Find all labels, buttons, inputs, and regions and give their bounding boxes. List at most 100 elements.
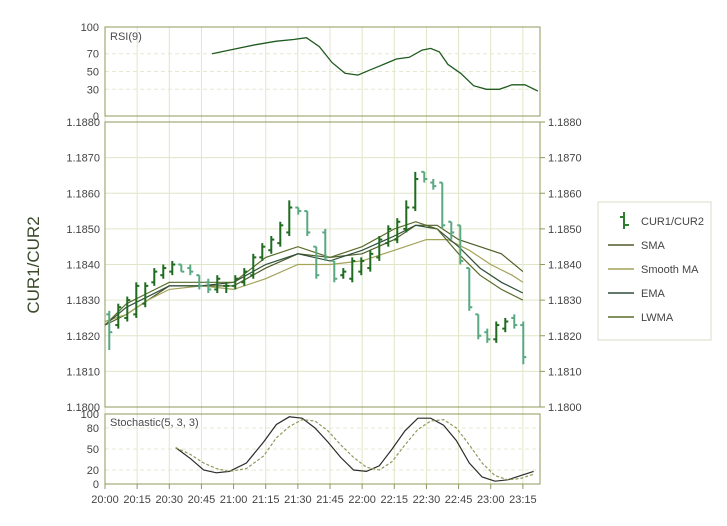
price-tick-label-left: 1.1860 [66, 188, 100, 200]
time-tick-label: 20:15 [123, 494, 151, 506]
stochastic-d-line [175, 418, 534, 481]
ohlc-bar-layer [106, 170, 527, 365]
ohlc-bar-up [142, 282, 149, 308]
ohlc-bar-up [286, 200, 293, 236]
legend-label: SMA [641, 240, 666, 252]
ohlc-bar-up [394, 218, 401, 244]
ma-line-smooth-ma [104, 239, 524, 323]
moving-average-layer [104, 221, 524, 326]
price-tick-label-left: 1.1870 [66, 153, 100, 165]
price-tick-label-left: 1.1880 [66, 117, 100, 129]
legend-label: CUR1/CUR2 [641, 216, 704, 228]
time-tick-label: 22:00 [348, 494, 376, 506]
ohlc-bar-up [268, 236, 275, 254]
price-tick-label-left: 1.1800 [66, 402, 100, 414]
ohlc-bar-up [124, 296, 131, 322]
indicator-tick-label: 70 [87, 49, 99, 61]
price-tick-label-right: 1.1870 [548, 153, 582, 165]
ohlc-bar-up [223, 282, 230, 293]
ohlc-bar-up [259, 243, 266, 261]
ohlc-bar-up [340, 268, 347, 279]
indicator-tick-label: 50 [87, 67, 99, 79]
ohlc-bar-down [520, 321, 527, 365]
price-tick-label-left: 1.1850 [66, 224, 100, 236]
legend: CUR1/CUR2 SMA Smooth MA EMA LWMA [597, 201, 712, 341]
ohlc-bar-up [160, 264, 167, 279]
ma-line-lwma [104, 221, 524, 326]
legend-label: EMA [641, 288, 666, 300]
ohlc-bar-up [502, 317, 509, 333]
time-tick-label: 20:30 [156, 494, 184, 506]
price-tick-label-right: 1.1860 [548, 188, 582, 200]
ohlc-bar-up [403, 200, 410, 233]
time-tick-label: 21:30 [284, 494, 312, 506]
ohlc-bar-down [475, 313, 482, 340]
ohlc-bar-up [241, 268, 248, 286]
price-tick-label-right: 1.1850 [548, 224, 582, 236]
stochastic-panel-frame [104, 413, 541, 485]
ohlc-bar-up [169, 260, 176, 276]
ohlc-bar-down [178, 263, 185, 273]
indicator-tick-label: 30 [87, 84, 99, 96]
price-tick-label-right: 1.1830 [548, 295, 582, 307]
time-tick-label: 22:45 [445, 494, 473, 506]
ohlc-bar-up [412, 171, 419, 212]
ohlc-bar-up [232, 275, 239, 290]
ohlc-bar-down [187, 264, 194, 276]
legend-entry-cur1-cur2: CUR1/CUR2 [620, 212, 704, 229]
ohlc-bar-down [439, 181, 446, 229]
time-tick-label: 21:00 [220, 494, 248, 506]
stochastic-title: Stochastic(5, 3, 3) [110, 417, 199, 429]
ohlc-bar-down [205, 278, 212, 293]
ohlc-bar-up [214, 275, 221, 293]
ohlc-bar-up [367, 250, 374, 272]
ohlc-bar-up [349, 257, 356, 283]
price-panel-frame [104, 121, 541, 408]
ohlc-bar-up [115, 303, 122, 329]
time-tick-label: 20:00 [91, 494, 119, 506]
tick-label-layer: 20:00 20:15 20:30 20:45 21:00 21:15 21:30 21:45… [66, 22, 581, 506]
ohlc-bar-down [448, 220, 455, 240]
rsi-line [211, 37, 539, 92]
legend-entry-smooth-ma: Smooth MA [608, 264, 699, 276]
stochastic-k-line [175, 416, 534, 482]
time-tick-label: 23:00 [477, 494, 505, 506]
indicator-tick-label: 100 [81, 22, 99, 34]
legend-entry-lwma: LWMA [608, 312, 674, 324]
ohlc-bar-down [313, 245, 320, 279]
price-tick-label-left: 1.1820 [66, 331, 100, 343]
time-tick-label: 22:30 [413, 494, 441, 506]
ohlc-bar-down [421, 170, 428, 183]
ma-line-ema [104, 224, 524, 326]
rsi-title: RSI(9) [110, 31, 142, 43]
y-axis-title: CUR1/CUR2 [24, 216, 43, 313]
price-tick-label-right: 1.1810 [548, 366, 582, 378]
ohlc-bar-up [277, 221, 284, 247]
time-tick-label: 20:45 [188, 494, 216, 506]
panel-frames [104, 26, 541, 485]
indicator-tick-label: 80 [87, 423, 99, 435]
stochastic-layer [175, 416, 534, 482]
indicator-tick-label: 50 [87, 444, 99, 456]
ohlc-bar-down [430, 179, 437, 190]
ohlc-bar-up [250, 253, 257, 279]
ohlc-bar-down [304, 210, 311, 236]
ohlc-bar-down [466, 267, 473, 311]
rsi-panel-frame [104, 26, 541, 117]
ohlc-bar-down [106, 310, 113, 350]
ohlc-bar-up [151, 268, 158, 286]
price-tick-label-right: 1.1840 [548, 260, 582, 272]
indicator-tick-label: 0 [93, 111, 99, 123]
ohlc-bar-up [493, 321, 500, 343]
legend-label: LWMA [641, 312, 674, 324]
indicator-tick-label: 0 [93, 479, 99, 491]
ohlc-bar-down [511, 314, 518, 329]
ohlc-bar-down [295, 206, 302, 215]
price-tick-label-right: 1.1800 [548, 402, 582, 414]
indicator-tick-label: 20 [87, 465, 99, 477]
ohlc-bar-up [358, 257, 365, 276]
ohlc-bar-down [457, 224, 464, 265]
ohlc-bar-down [484, 328, 491, 343]
legend-entry-sma: SMA [608, 240, 666, 252]
